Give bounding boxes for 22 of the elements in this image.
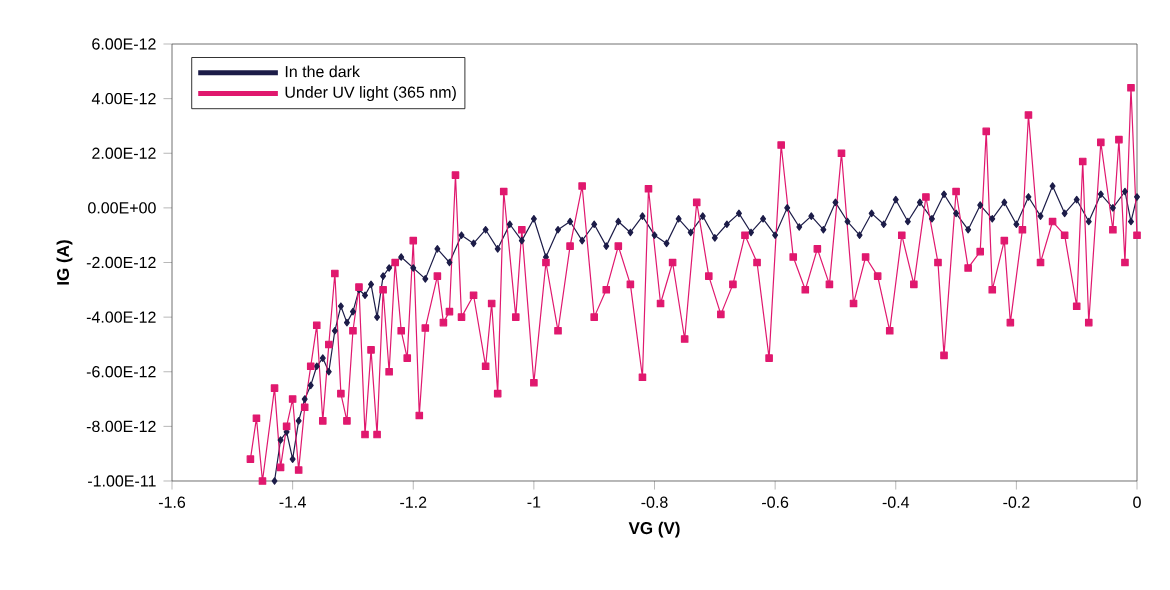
y-tick-label: -6.00E-12: [86, 366, 156, 378]
y-tick-label: 6.00E-12: [92, 38, 156, 50]
x-tick-label: -1.4: [279, 496, 306, 508]
x-tick-label: 0: [1133, 496, 1141, 508]
x-tick-label: -0.6: [762, 496, 789, 508]
x-tick-label: -0.2: [1003, 496, 1030, 508]
y-tick-label: -4.00E-12: [86, 311, 156, 323]
x-axis-title: VG (V): [628, 521, 680, 538]
y-tick-label: 2.00E-12: [92, 147, 156, 159]
y-axis-title: IG (A): [56, 240, 73, 285]
y-tick-label: -8.00E-12: [86, 420, 156, 433]
legend-label: Under UV light (365 nm): [285, 86, 456, 102]
legend-label: In the dark: [285, 65, 360, 78]
y-tick-label: -1.00E-11: [88, 475, 156, 487]
y-tick-label: 0.00E+00: [88, 202, 156, 214]
x-tick-label: -1: [527, 496, 541, 508]
x-tick-label: -1.6: [158, 496, 186, 508]
x-tick-label: -1.2: [400, 496, 427, 508]
x-tick-label: -0.8: [641, 496, 668, 508]
y-tick-label: -2.00E-12: [86, 256, 156, 269]
y-tick-label: 4.00E-12: [91, 92, 156, 105]
x-tick-label: -0.4: [882, 496, 910, 508]
